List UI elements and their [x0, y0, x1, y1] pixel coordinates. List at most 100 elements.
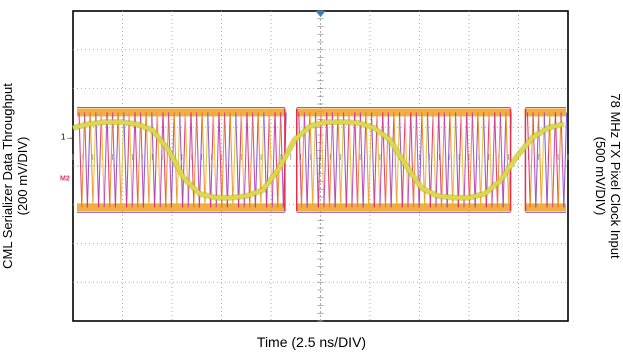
data-bit-edge: [435, 112, 440, 208]
data-bit-edge: [263, 112, 268, 208]
data-bit-edge: [460, 112, 465, 208]
data-bit-edge: [229, 112, 234, 208]
data-bit-edge: [271, 112, 276, 208]
data-bit-edge: [535, 112, 540, 208]
data-bit-edge: [277, 112, 282, 208]
data-bit-edge: [494, 112, 499, 208]
data-bit-edge: [165, 112, 170, 208]
data-bit-edge: [560, 112, 565, 208]
data-bit-edge: [226, 112, 231, 208]
data-bit-edge: [109, 112, 114, 208]
data-high-rail: [296, 108, 511, 117]
data-bit-edge: [201, 112, 206, 208]
data-bit-edge: [557, 112, 562, 208]
data-bit-edge: [314, 112, 319, 208]
data-bit-edge: [491, 112, 496, 208]
data-bit-edge: [354, 112, 359, 208]
data-bit-edge: [418, 112, 423, 208]
data-bit-edge: [212, 112, 217, 208]
data-bit-edge: [532, 112, 537, 208]
data-bit-edge: [351, 112, 356, 208]
data-bit-edge: [384, 112, 389, 208]
channel-2-marker: M2: [60, 175, 70, 182]
data-bit-edge: [224, 112, 228, 208]
data-bit-edge: [89, 112, 94, 208]
data-bit-edge: [463, 112, 468, 208]
data-bit-edge: [187, 112, 192, 208]
data-bit-edge: [179, 112, 184, 208]
data-bit-edge: [162, 112, 167, 208]
data-bit-edge: [218, 112, 223, 208]
data-bit-edge: [412, 112, 417, 208]
data-bit-edge: [449, 112, 454, 208]
data-bit-edge: [317, 112, 322, 208]
data-bit-edge: [134, 112, 139, 208]
data-high-rail: [77, 108, 285, 117]
data-bit-edge: [204, 112, 209, 208]
data-bit-edge: [323, 112, 328, 208]
data-bit-edge: [156, 112, 161, 208]
data-bit-edge: [246, 112, 251, 208]
data-bit-edge: [452, 112, 457, 208]
data-bit-edge: [210, 112, 214, 208]
data-low-rail: [77, 203, 285, 212]
data-bit-edge: [477, 112, 482, 208]
y-axis-left-label-line2: (200 mV/DIV): [15, 136, 30, 216]
data-bit-edge: [438, 112, 443, 208]
data-bit-edge: [117, 112, 122, 208]
data-bit-edge: [182, 112, 186, 208]
data-bit-edge: [103, 112, 108, 208]
data-bit-edge: [221, 112, 226, 208]
data-bit-edge: [95, 112, 100, 208]
data-bit-edge: [379, 112, 384, 208]
data-bit-edge: [312, 112, 317, 208]
data-bit-edge: [100, 112, 105, 208]
data-bit-edge: [238, 112, 242, 208]
data-bit-edge: [106, 112, 111, 208]
data-bit-edge: [123, 112, 128, 208]
data-bit-edge: [328, 112, 333, 208]
data-bit-edge: [266, 112, 270, 208]
data-bit-edge: [345, 112, 350, 208]
data-bit-edge: [505, 112, 510, 208]
x-axis-label: Time (2.5 ns/DIV): [256, 334, 367, 350]
data-bit-edge: [342, 112, 347, 208]
data-bit-edge: [243, 112, 248, 208]
data-bit-edge: [268, 112, 273, 208]
y-axis-right-label-line1: 78 MHz TX Pixel Clock Input: [608, 93, 623, 259]
data-bit-edge: [131, 112, 136, 208]
data-bit-edge: [154, 112, 158, 208]
data-bit-edge: [320, 112, 325, 208]
data-bit-edge: [502, 112, 507, 208]
data-bit-edge: [446, 112, 451, 208]
data-bit-edge: [126, 112, 130, 208]
data-bit-edge: [215, 112, 220, 208]
data-bit-edge: [382, 112, 387, 208]
data-bit-edge: [114, 112, 119, 208]
data-bit-edge: [232, 112, 237, 208]
clock-signal-band: [77, 106, 566, 213]
data-bit-edge: [337, 112, 342, 208]
y-axis-left-label-line1: CML Serializer Data Throughput: [0, 83, 15, 269]
data-bit-edge: [326, 112, 331, 208]
data-bit-edge: [334, 112, 339, 208]
data-bit-edge: [128, 112, 133, 208]
data-eye-traces: [78, 108, 568, 212]
data-bit-edge: [176, 112, 181, 208]
data-bit-edge: [471, 112, 476, 208]
data-bit-edge: [159, 112, 164, 208]
data-bit-edge: [407, 112, 412, 208]
data-bit-edge: [404, 112, 409, 208]
data-low-rail: [525, 203, 566, 212]
clock-trace: [72, 119, 565, 201]
data-bit-edge: [359, 112, 364, 208]
data-bit-edge: [84, 112, 88, 208]
data-bit-edge: [98, 112, 102, 208]
y-axis-right-label-line2: (500 mV/DIV): [593, 136, 608, 216]
data-bit-edge: [207, 112, 212, 208]
data-bit-edge: [443, 112, 448, 208]
trigger-marker: [315, 11, 326, 17]
data-bit-edge: [529, 112, 534, 208]
data-bit-edge: [466, 112, 471, 208]
